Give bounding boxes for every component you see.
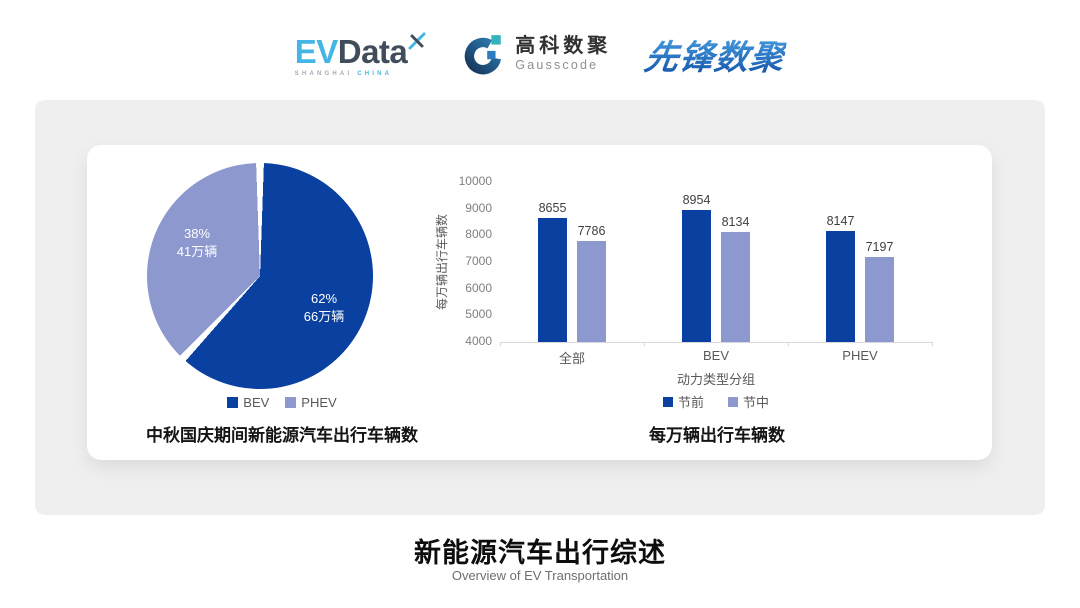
bar-legend-pre-label: 节前	[677, 395, 704, 410]
evdata-tagline-right: CHINA	[357, 70, 393, 77]
y-tick-label: 10000	[458, 174, 492, 188]
logo-header: EV Data SHANGHAI CHINA	[0, 18, 1080, 90]
bar-group-BEV: 8954 8134	[644, 182, 788, 342]
bar-BEV-节中: 8134	[721, 215, 750, 342]
pie-label-phev-pct: 38%	[183, 226, 211, 241]
pie-label-bev-amount: 66万辆	[303, 309, 345, 325]
pie-legend-item-bev: BEV	[227, 395, 269, 410]
bar-全部-节中: 7786	[577, 224, 606, 342]
evdata-data-text: Data	[337, 32, 408, 70]
bar-PHEV-节中: 7197	[865, 240, 894, 342]
pie-legend: BEV PHEV	[87, 395, 477, 410]
mid-holiday-legend-swatch-icon	[728, 396, 738, 407]
gausscode-texts: 高科数聚 Gausscode	[515, 35, 611, 72]
bar-category-labels: 全部 BEV PHEV	[500, 348, 932, 367]
evdata-logo: EV Data SHANGHAI CHINA	[295, 32, 427, 77]
bar-全部-节前: 8655	[538, 201, 567, 342]
bar-x-axis-line	[500, 342, 933, 346]
bar-legend-mid-label: 节中	[743, 395, 770, 410]
bar-legend-item-mid: 节中	[728, 392, 769, 411]
axis-tick-mark	[644, 342, 645, 346]
bar-group-全部: 8655 7786	[500, 182, 644, 342]
y-tick-label: 7000	[465, 254, 492, 268]
y-tick-label: 5000	[465, 307, 492, 322]
category-label-BEV: BEV	[702, 348, 729, 363]
y-tick-label: 8000	[465, 227, 492, 242]
gausscode-logo: 高科数聚 Gausscode	[460, 31, 611, 77]
axis-tick-mark	[932, 342, 933, 346]
evdata-ev-text: EV	[294, 32, 339, 70]
bar-value-label: 8954	[682, 192, 711, 207]
bar-value-label: 8655	[538, 200, 567, 215]
gausscode-en-name: Gausscode	[515, 58, 599, 73]
bar-value-label: 8134	[721, 214, 750, 229]
bar-y-axis-ticks: 10000 9000 8000 7000 6000 5000 4000	[442, 174, 492, 348]
gausscode-g-icon	[465, 35, 502, 75]
phev-legend-swatch-icon	[285, 397, 297, 408]
page-title: 新能源汽车出行综述	[414, 538, 666, 568]
y-tick-label: 4000	[465, 334, 492, 348]
bev-legend-swatch-icon	[227, 397, 239, 408]
category-label-全部: 全部	[558, 351, 585, 366]
pie-label-phev: 38% 41万辆	[132, 225, 262, 261]
evdata-wordmark: EV Data	[295, 32, 427, 68]
pie-legend-item-phev: PHEV	[285, 395, 337, 410]
axis-tick-mark	[788, 342, 789, 346]
pre-holiday-legend-swatch-icon	[662, 396, 673, 407]
bar-plot-area: 8655 7786 8954 8134 8147 7197	[500, 182, 932, 342]
pioneer-logo: 先锋数聚	[642, 30, 789, 79]
y-tick-label: 6000	[465, 280, 492, 295]
report-panel: 38% 41万辆 62% 66万辆 BEV PHEV 中秋国庆期间新能源汽车出行…	[35, 100, 1045, 515]
bar-group-PHEV: 8147 7197	[788, 182, 932, 342]
gausscode-cn-name: 高科数聚	[515, 35, 612, 58]
pie-label-phev-amount: 41万辆	[176, 244, 218, 260]
bar-value-label: 7197	[865, 239, 894, 254]
category-label-PHEV: PHEV	[842, 348, 878, 363]
bar-legend: 节前 节中	[500, 392, 932, 411]
evdata-tagline-left: SHANGHAI	[294, 70, 353, 77]
bar-BEV-节前: 8954	[682, 193, 711, 342]
bar-legend-item-pre: 节前	[662, 392, 704, 411]
page-subtitle: Overview of EV Transportation	[451, 568, 629, 583]
evdata-tagline: SHANGHAI CHINA	[295, 71, 427, 77]
bar-PHEV-节前: 8147	[826, 214, 855, 342]
pie-label-bev-pct: 62%	[310, 291, 338, 306]
pie-chart-title: 中秋国庆期间新能源汽车出行车辆数	[146, 426, 418, 445]
pie-legend-phev-label: PHEV	[301, 395, 337, 410]
bar-chart-title: 每万辆出行车辆数	[649, 426, 785, 445]
bar-value-label: 8147	[826, 214, 855, 229]
pie-label-bev: 62% 66万辆	[259, 290, 389, 326]
charts-card: 38% 41万辆 62% 66万辆 BEV PHEV 中秋国庆期间新能源汽车出行…	[87, 145, 992, 460]
evdata-spark-icon	[408, 32, 426, 49]
y-tick-label: 9000	[465, 200, 492, 215]
pie-chart	[147, 163, 373, 389]
bar-value-label: 7786	[577, 224, 606, 239]
bar-x-axis-title: 动力类型分组	[676, 372, 755, 387]
axis-tick-mark	[500, 342, 501, 346]
pie-legend-bev-label: BEV	[243, 395, 270, 410]
